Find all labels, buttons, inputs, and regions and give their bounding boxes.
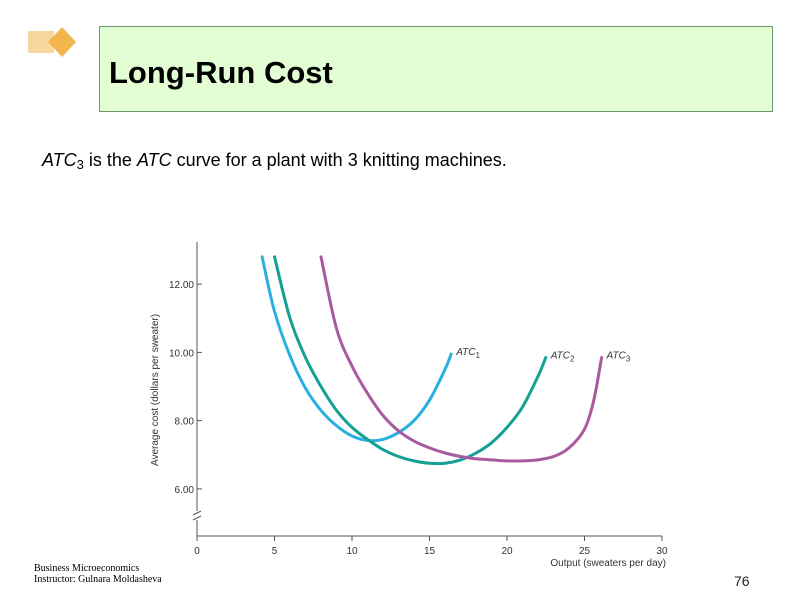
y-axis-label: Average cost (dollars per sweater) (150, 314, 161, 466)
y-axis: 6.00 8.00 10.00 12.00 (169, 242, 202, 536)
slide-logo (28, 27, 76, 57)
footer: Business Microeconomics Instructor: Guln… (34, 563, 162, 585)
curves (260, 255, 604, 466)
subtitle-text-1: is the (83, 150, 137, 170)
y-tick-label: 10.00 (169, 348, 194, 359)
curve-atc2 (273, 255, 548, 466)
curve-label-name: ATC (550, 350, 571, 361)
curve-label-subscript: 1 (475, 351, 480, 360)
curve-label-name: ATC (606, 350, 627, 361)
curve-label-subscript: 3 (626, 354, 631, 363)
x-tick-label: 30 (656, 546, 668, 557)
x-tick-label: 15 (424, 546, 436, 557)
y-axis-break-mark (192, 510, 202, 516)
x-tick-label: 25 (579, 546, 591, 557)
slide-title: Long-Run Cost (109, 55, 333, 90)
x-axis-label: Output (sweaters per day) (550, 558, 666, 569)
y-tick-label: 6.00 (175, 485, 195, 496)
curve-label-subscript: 2 (570, 354, 575, 363)
curve-label-name: ATC (455, 347, 476, 358)
logo-bar (28, 31, 54, 53)
x-tick-label: 20 (501, 546, 513, 557)
x-tick-label: 5 (272, 546, 278, 557)
subtitle-atc-term-2: ATC (136, 150, 172, 170)
y-axis-break-mark (192, 515, 202, 521)
x-tick-label: 10 (346, 546, 358, 557)
curve-atc1 (260, 255, 453, 443)
curve-labels: ATC1 ATC2 ATC3 (455, 347, 631, 363)
label-atc3: ATC3 (606, 350, 631, 363)
footer-course: Business Microeconomics (34, 563, 140, 574)
subtitle-atc-term: ATC (42, 150, 77, 170)
x-tick-label: 0 (194, 546, 200, 557)
logo-diamond (48, 27, 76, 57)
y-tick-label: 8.00 (175, 417, 195, 428)
label-atc1: ATC1 (455, 347, 480, 360)
footer-instructor: Instructor: Gulnara Moldasheva (34, 574, 162, 585)
label-atc2: ATC2 (550, 350, 575, 363)
page-number: 76 (734, 573, 750, 589)
title-box: Long-Run Cost (99, 26, 773, 112)
subtitle-text-2: curve for a plant with 3 knitting machin… (171, 150, 507, 170)
subtitle-subscript: 3 (76, 157, 84, 172)
slide-subtitle: ATC3 is the ATC curve for a plant with 3… (42, 150, 507, 172)
y-tick-label: 12.00 (169, 280, 194, 291)
x-axis: 0 5 10 15 20 25 30 (194, 535, 668, 557)
curve-atc3 (319, 255, 604, 463)
